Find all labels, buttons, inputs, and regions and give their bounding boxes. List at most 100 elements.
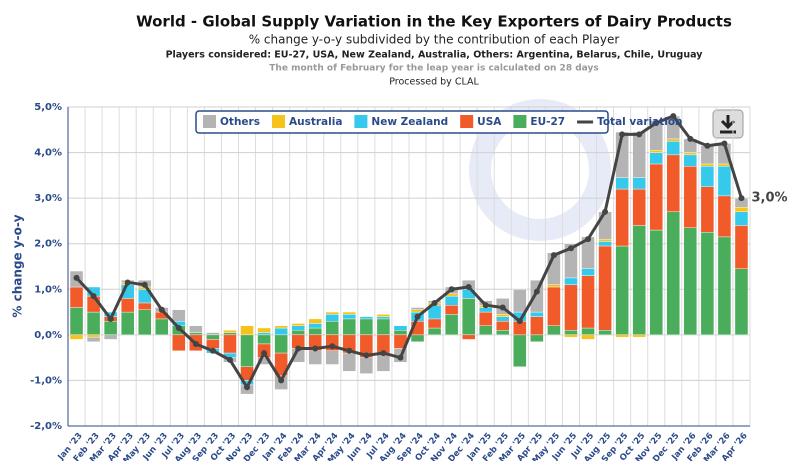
bar-segment <box>342 318 357 336</box>
bar-segment <box>376 314 391 317</box>
total-marker <box>312 345 319 352</box>
bar-segment <box>666 154 680 213</box>
bar-segment <box>513 334 527 367</box>
y-tick-label: -1,0% <box>30 375 62 386</box>
bar-segment <box>615 334 629 338</box>
watermark <box>469 99 611 241</box>
bar-segment <box>496 314 510 317</box>
bar-segment <box>530 334 544 342</box>
legend-swatch <box>203 115 216 128</box>
bar-segment <box>683 166 698 228</box>
bar-segment <box>649 152 663 165</box>
bar-segment <box>291 325 305 331</box>
total-marker <box>465 284 472 291</box>
bar-segment <box>632 177 646 190</box>
bar-segment <box>69 286 84 308</box>
bar-segment <box>308 318 322 324</box>
bar-segment <box>513 289 527 313</box>
total-marker <box>295 345 302 352</box>
bar-segment <box>564 243 578 279</box>
bar-segment <box>359 318 374 336</box>
total-marker <box>73 274 80 281</box>
bar-segment <box>86 334 101 338</box>
bar-segment <box>189 325 203 333</box>
players-note: Players considered: EU-27, USA, New Zeal… <box>166 50 704 61</box>
total-marker <box>704 142 711 149</box>
bar-segment <box>291 323 305 326</box>
bar-segment <box>461 334 476 340</box>
total-marker <box>687 135 694 142</box>
bar-segment <box>700 166 715 187</box>
chart-subtitle: % change y-o-y subdivided by the contrib… <box>249 33 620 47</box>
bar-segment <box>581 327 595 336</box>
bar-segment <box>172 309 186 322</box>
plot: -2,0%-1,0%0,0%1,0%2,0%3,0%4,0%5,0%Jan '2… <box>30 102 787 461</box>
bar-segment <box>700 163 715 167</box>
bar-segment <box>325 320 339 336</box>
bar-segment <box>598 241 612 247</box>
bar-segment <box>564 277 578 285</box>
total-marker <box>721 140 728 147</box>
bar-segment <box>69 334 84 340</box>
bar-segment <box>257 327 271 333</box>
total-line <box>75 114 743 391</box>
bar-segment <box>410 334 425 342</box>
total-marker <box>380 350 387 357</box>
bar-segment <box>717 163 732 167</box>
total-marker <box>209 347 216 354</box>
bar-segment <box>69 307 84 336</box>
legend-swatch <box>271 115 285 128</box>
total-marker <box>636 131 643 138</box>
bar-segment <box>581 268 595 276</box>
legend-label: Total variation <box>597 116 682 128</box>
bar-segment <box>444 295 459 306</box>
bar-segment <box>530 316 544 336</box>
total-marker <box>619 131 626 138</box>
leap-note: The month of February for the leap year … <box>269 64 598 74</box>
chart-title: World - Global Supply Variation in the K… <box>136 13 732 31</box>
bar-segment <box>632 225 646 336</box>
y-tick-label: 0,0% <box>34 330 62 341</box>
bar-segment <box>240 334 254 367</box>
bar-segment <box>206 334 220 340</box>
total-marker <box>244 384 251 391</box>
legend-label: EU-27 <box>530 116 565 128</box>
total-marker <box>329 343 336 350</box>
y-tick-label: 4,0% <box>34 148 62 159</box>
bar-segment <box>496 330 510 336</box>
legend-label: USA <box>477 116 502 128</box>
bar-segment <box>206 339 220 349</box>
bar-segment <box>308 327 322 336</box>
bar-segment <box>683 154 698 167</box>
total-marker <box>499 304 506 311</box>
bar-segment <box>120 311 135 336</box>
bar-segment <box>598 330 612 336</box>
bar-segment <box>223 334 237 354</box>
bar-segment <box>223 330 237 333</box>
bar-segment <box>649 163 663 231</box>
total-marker <box>431 299 438 306</box>
legend: Others Australia New Zealand USA EU-27 Total … <box>195 110 683 134</box>
bar-segment <box>393 325 408 331</box>
bar-segment <box>649 229 663 336</box>
bar-segment <box>223 332 237 336</box>
total-marker <box>482 302 489 309</box>
bar-segment <box>734 211 749 226</box>
bar-segment <box>700 232 715 336</box>
bar-segment <box>120 298 135 313</box>
bar-segment <box>86 336 101 342</box>
bar-segment <box>683 152 698 156</box>
source: Processed by CLAL <box>389 77 479 88</box>
bar-segment <box>632 334 646 338</box>
total-marker <box>278 377 285 384</box>
bar-segment <box>683 227 698 336</box>
bar-segment <box>138 302 152 310</box>
bar-segment <box>581 275 595 329</box>
y-axis-label: % change y-o-y <box>11 214 25 317</box>
bar-segment <box>274 327 288 336</box>
bar-segment <box>615 177 629 190</box>
bar-segment <box>530 311 544 317</box>
bar-segment <box>172 334 186 352</box>
total-marker <box>567 245 574 252</box>
download-button[interactable] <box>712 109 744 139</box>
